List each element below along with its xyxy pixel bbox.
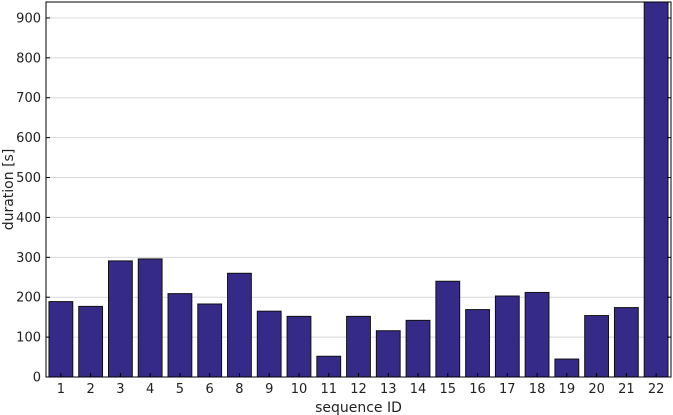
y-tick-label: 500 xyxy=(16,171,41,186)
x-tick-label: 18 xyxy=(529,382,546,397)
x-tick-label: 5 xyxy=(176,382,184,397)
bar-3 xyxy=(109,261,133,377)
y-tick-labels: 0 100 200 300 400 500 600 700 800 900 xyxy=(16,11,41,385)
bar-17 xyxy=(495,296,519,377)
x-tick-label: 8 xyxy=(235,382,243,397)
bar-22 xyxy=(644,2,668,377)
bar-16 xyxy=(466,310,490,377)
bar-5 xyxy=(168,294,192,377)
y-axis-label: duration [s] xyxy=(1,149,17,231)
y-tick-label: 900 xyxy=(16,11,41,26)
x-tick-label: 20 xyxy=(588,382,605,397)
x-axis-label: sequence ID xyxy=(315,400,402,415)
bar-21 xyxy=(614,308,638,377)
x-tick-label: 1 xyxy=(57,382,65,397)
x-tick-label: 13 xyxy=(380,382,397,397)
x-tick-label: 16 xyxy=(469,382,486,397)
bar-13 xyxy=(376,331,400,377)
bar-6 xyxy=(198,304,222,377)
bar-10 xyxy=(287,316,311,377)
x-tick-labels: 1 2 3 4 5 6 8 9 10 11 12 13 14 15 16 17 18 19 20 21 22 xyxy=(57,382,665,397)
y-tick-label: 800 xyxy=(16,51,41,66)
bar-20 xyxy=(585,316,609,377)
x-tick-label: 9 xyxy=(265,382,273,397)
bar-1 xyxy=(49,302,73,377)
y-tick-label: 100 xyxy=(16,331,41,346)
x-tick-label: 14 xyxy=(410,382,427,397)
y-tick-label: 300 xyxy=(16,251,41,266)
y-tick-label: 400 xyxy=(16,211,41,226)
x-tick-label: 17 xyxy=(499,382,516,397)
y-tick-label: 600 xyxy=(16,131,41,146)
x-tick-label: 12 xyxy=(350,382,367,397)
bar-9 xyxy=(257,311,281,377)
bar-12 xyxy=(347,316,371,377)
bar-8 xyxy=(228,273,252,377)
bar-14 xyxy=(406,320,430,377)
x-tick-label: 10 xyxy=(291,382,308,397)
bar-2 xyxy=(79,306,103,377)
y-tick-label: 200 xyxy=(16,291,41,306)
x-tick-label: 21 xyxy=(618,382,635,397)
x-tick-label: 22 xyxy=(648,382,665,397)
bar-15 xyxy=(436,281,460,377)
x-tick-label: 3 xyxy=(116,382,124,397)
x-tick-label: 11 xyxy=(320,382,337,397)
x-tick-label: 6 xyxy=(206,382,214,397)
bar-4 xyxy=(138,259,162,377)
x-tick-label: 2 xyxy=(87,382,95,397)
x-tick-label: 15 xyxy=(440,382,457,397)
bar-18 xyxy=(525,292,549,377)
x-tick-label: 4 xyxy=(146,382,154,397)
x-tick-label: 19 xyxy=(559,382,576,397)
y-tick-label: 0 xyxy=(33,371,41,386)
y-tick-label: 700 xyxy=(16,91,41,106)
